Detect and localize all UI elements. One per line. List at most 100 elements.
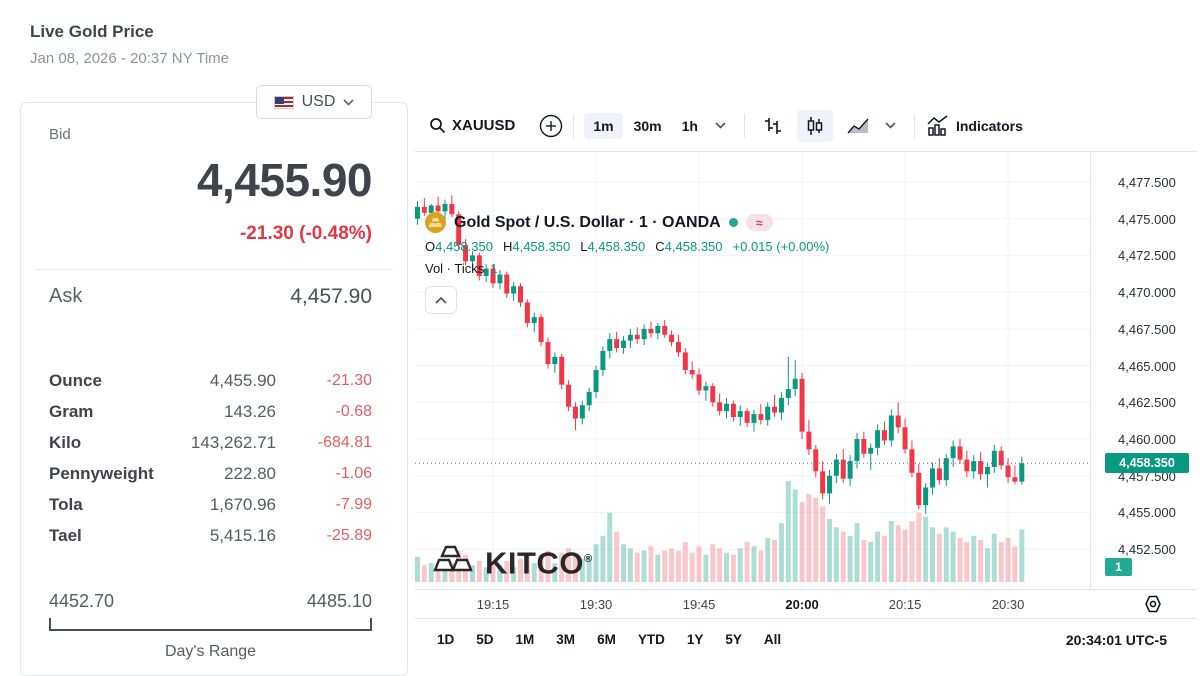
candles-chart-icon [807, 116, 823, 135]
timeframe-menu-button[interactable] [707, 122, 734, 129]
chart-style-area-button[interactable] [839, 111, 877, 141]
range-button-5D[interactable]: 5D [476, 632, 494, 647]
price-axis-label: 4,477.500 [1118, 174, 1176, 190]
page-title: Live Gold Price [30, 22, 154, 41]
collapse-legend-button[interactable] [425, 286, 457, 314]
divider [35, 269, 393, 270]
price-axis-label: 4,475.000 [1118, 211, 1176, 227]
price-axis[interactable]: 4,477.500 4,475.000 4,472.500 4,470.000 4,46… [1090, 152, 1197, 589]
market-status-dot-icon [728, 218, 738, 227]
range-button-3M[interactable]: 3M [556, 632, 576, 647]
ohlc-values: O4,458.350 H4,458.350 L4,458.350 C4,458.350… [425, 239, 829, 254]
volume-label: Vol · Ticks [425, 261, 485, 276]
bid-change: -21.30 (-0.48%) [239, 223, 372, 244]
bid-label: Bid [49, 126, 71, 143]
ohlc-change: +0.015 (+0.00%) [732, 239, 830, 254]
range-bracket [49, 618, 372, 631]
range-button-All[interactable]: All [763, 632, 782, 647]
price-axis-label: 4,455.000 [1118, 505, 1176, 521]
unit-row: Pennyweight 222.80 -1.06 [49, 458, 372, 489]
volume-tag: 1 [1105, 558, 1132, 576]
chart-style-menu-button[interactable] [877, 122, 904, 129]
ohlc-L: L4,458.350 [580, 239, 646, 254]
unit-value: 222.80 [224, 463, 276, 483]
ask-label: Ask [49, 285, 83, 307]
volume-row: Vol · Ticks 1 [425, 261, 829, 276]
ohlc-O: O4,458.350 [425, 239, 493, 254]
timeframe-group: 1m 30m 1h [584, 112, 707, 139]
price-axis-label: 4,467.500 [1118, 321, 1176, 337]
unit-change: -0.68 [335, 402, 372, 420]
unit-change: -1.06 [335, 464, 372, 482]
unit-row: Kilo 143,262.71 -684.81 [49, 427, 372, 458]
unit-value: 5,415.16 [209, 525, 276, 545]
chart-bottom-bar: 1D 5D 1M 3M 6M YTD 1Y 5Y All 20:34:01 UTC-5 [415, 618, 1197, 660]
range-button-1D[interactable]: 1D [437, 632, 455, 647]
data-delay-badge[interactable]: ≈ [745, 214, 773, 231]
range-high: 4485.10 [306, 591, 372, 611]
quote-panel: USD Bid 4,455.90 -21.30 (-0.48%) Ask 4,4… [20, 85, 408, 676]
range-label: Day's Range [164, 643, 257, 660]
unit-change: -25.89 [326, 526, 372, 544]
timeframe-30m[interactable]: 30m [633, 117, 662, 134]
chart-pane[interactable]: KITCO® Gold Spot / U.S. Dollar · 1 · OAN… [415, 152, 1090, 589]
unit-value: 1,670.96 [209, 494, 276, 514]
chevron-down-icon [715, 122, 726, 129]
last-price-tag: 4,458.350 [1105, 453, 1189, 474]
chart-clock[interactable]: 20:34:01 UTC-5 [1065, 631, 1167, 648]
chart-canvas[interactable] [415, 152, 1090, 589]
bid-price: 4,455.90 [196, 154, 373, 206]
unit-row: Ounce 4,455.90 -21.30 [49, 365, 372, 396]
range-low: 4452.70 [49, 591, 115, 611]
indicators-icon [927, 114, 948, 136]
indicators-button[interactable]: Indicators [925, 114, 1023, 137]
range-button-1M[interactable]: 1M [515, 632, 535, 647]
volume-value: 1 [490, 261, 498, 276]
timeframe-1h[interactable]: 1h [681, 117, 698, 134]
unit-label: Gram [49, 401, 94, 421]
symbol-title[interactable]: Gold Spot / U.S. Dollar · 1 · OANDA [454, 213, 721, 231]
unit-table: Ounce 4,455.90 -21.30 Gram 143.26 -0.68 Kilo 14… [49, 365, 372, 551]
ask-price: 4,457.90 [290, 285, 372, 308]
gold-coin-icon [425, 212, 446, 233]
chart-legend: Gold Spot / U.S. Dollar · 1 · OANDA ≈ O4… [425, 212, 829, 314]
symbol-search-button[interactable]: XAUUSD [429, 117, 515, 134]
time-axis-label: 20:30 [991, 597, 1025, 612]
price-axis-label: 4,462.500 [1118, 395, 1176, 411]
compare-button[interactable] [539, 114, 563, 138]
unit-value: 143.26 [224, 401, 276, 421]
price-axis-label: 4,472.500 [1118, 248, 1176, 264]
range-button-5Y[interactable]: 5Y [725, 632, 742, 647]
bars-chart-icon [764, 117, 781, 134]
time-axis-label: 20:15 [888, 597, 922, 612]
unit-value: 4,455.90 [209, 370, 276, 390]
timeframe-1m[interactable]: 1m [584, 112, 623, 139]
timezone-settings-button[interactable] [1142, 593, 1164, 620]
unit-label: Pennyweight [49, 463, 154, 483]
gold-bars-icon [433, 545, 473, 572]
symbol-label: XAUUSD [452, 117, 516, 134]
unit-row: Gram 143.26 -0.68 [49, 396, 372, 427]
chart-style-candles-button[interactable] [796, 109, 833, 142]
gear-hexagon-icon [1145, 595, 1161, 613]
ohlc-C: C4,458.350 [655, 239, 723, 254]
unit-row: Tael 5,415.16 -25.89 [49, 520, 372, 551]
time-axis[interactable]: 19:15 19:30 19:45 20:00 20:15 20:30 [415, 589, 1197, 618]
toolbar-separator [573, 113, 575, 138]
unit-label: Tael [49, 525, 82, 545]
chevron-down-icon [885, 122, 896, 129]
price-axis-label: 4,452.500 [1118, 542, 1176, 558]
unit-change: -21.30 [326, 371, 372, 389]
time-axis-label: 19:15 [476, 597, 510, 612]
range-button-1Y[interactable]: 1Y [686, 632, 704, 647]
range-button-6M[interactable]: 6M [597, 632, 616, 647]
range-button-YTD[interactable]: YTD [637, 632, 665, 647]
chart-widget: XAUUSD 1m 30m 1h [415, 100, 1197, 662]
price-axis-label: 4,465.000 [1118, 358, 1176, 374]
chart-style-bars-button[interactable] [755, 110, 791, 142]
currency-selector[interactable]: USD [256, 85, 372, 119]
unit-label: Tola [49, 494, 83, 514]
ask-row: Ask 4,457.90 [49, 285, 372, 309]
chart-toolbar: XAUUSD 1m 30m 1h [415, 100, 1197, 152]
time-axis-label: 19:45 [682, 597, 716, 612]
